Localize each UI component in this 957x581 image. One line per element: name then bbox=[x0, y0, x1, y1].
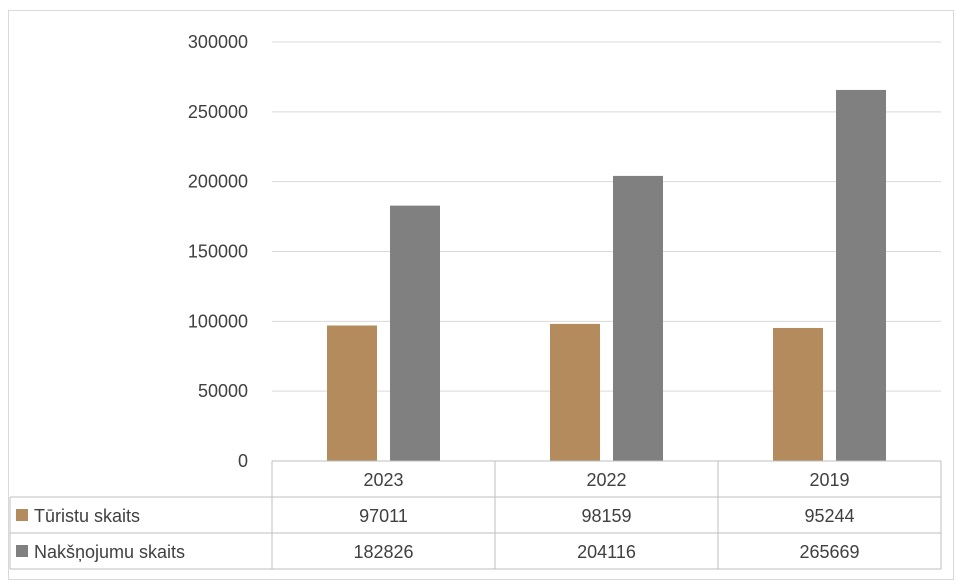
bar-naksnojumu-2023 bbox=[390, 205, 440, 461]
x-tick-label: 2022 bbox=[586, 470, 626, 490]
chart-frame bbox=[8, 10, 954, 580]
data-table-value: 182826 bbox=[353, 542, 413, 562]
data-table-value: 97011 bbox=[359, 506, 408, 526]
legend-swatch bbox=[16, 545, 28, 557]
y-tick-label: 0 bbox=[238, 451, 248, 471]
data-table-value: 265669 bbox=[799, 542, 859, 562]
y-tick-label: 150000 bbox=[188, 242, 248, 262]
legend-label: Nakšņojumu skaits bbox=[34, 542, 185, 562]
bar-turistu-2019 bbox=[773, 327, 823, 461]
x-tick-label: 2019 bbox=[809, 470, 849, 490]
data-table-value: 95244 bbox=[804, 506, 854, 526]
bar-turistu-2023 bbox=[327, 325, 377, 461]
data-table-value: 204116 bbox=[577, 542, 636, 562]
bar-naksnojumu-2019 bbox=[836, 89, 886, 461]
bar-turistu-2022 bbox=[550, 323, 600, 461]
y-tick-label: 250000 bbox=[188, 102, 248, 122]
y-tick-label: 100000 bbox=[188, 311, 248, 331]
data-table-value: 98159 bbox=[581, 506, 631, 526]
bar-naksnojumu-2022 bbox=[613, 175, 663, 462]
y-tick-label: 200000 bbox=[188, 172, 248, 192]
x-tick-label: 2023 bbox=[363, 470, 403, 490]
legend-label: Tūristu skaits bbox=[34, 506, 140, 526]
y-tick-label: 300000 bbox=[188, 32, 248, 52]
y-tick-label: 50000 bbox=[198, 381, 248, 401]
legend-swatch bbox=[16, 509, 28, 521]
